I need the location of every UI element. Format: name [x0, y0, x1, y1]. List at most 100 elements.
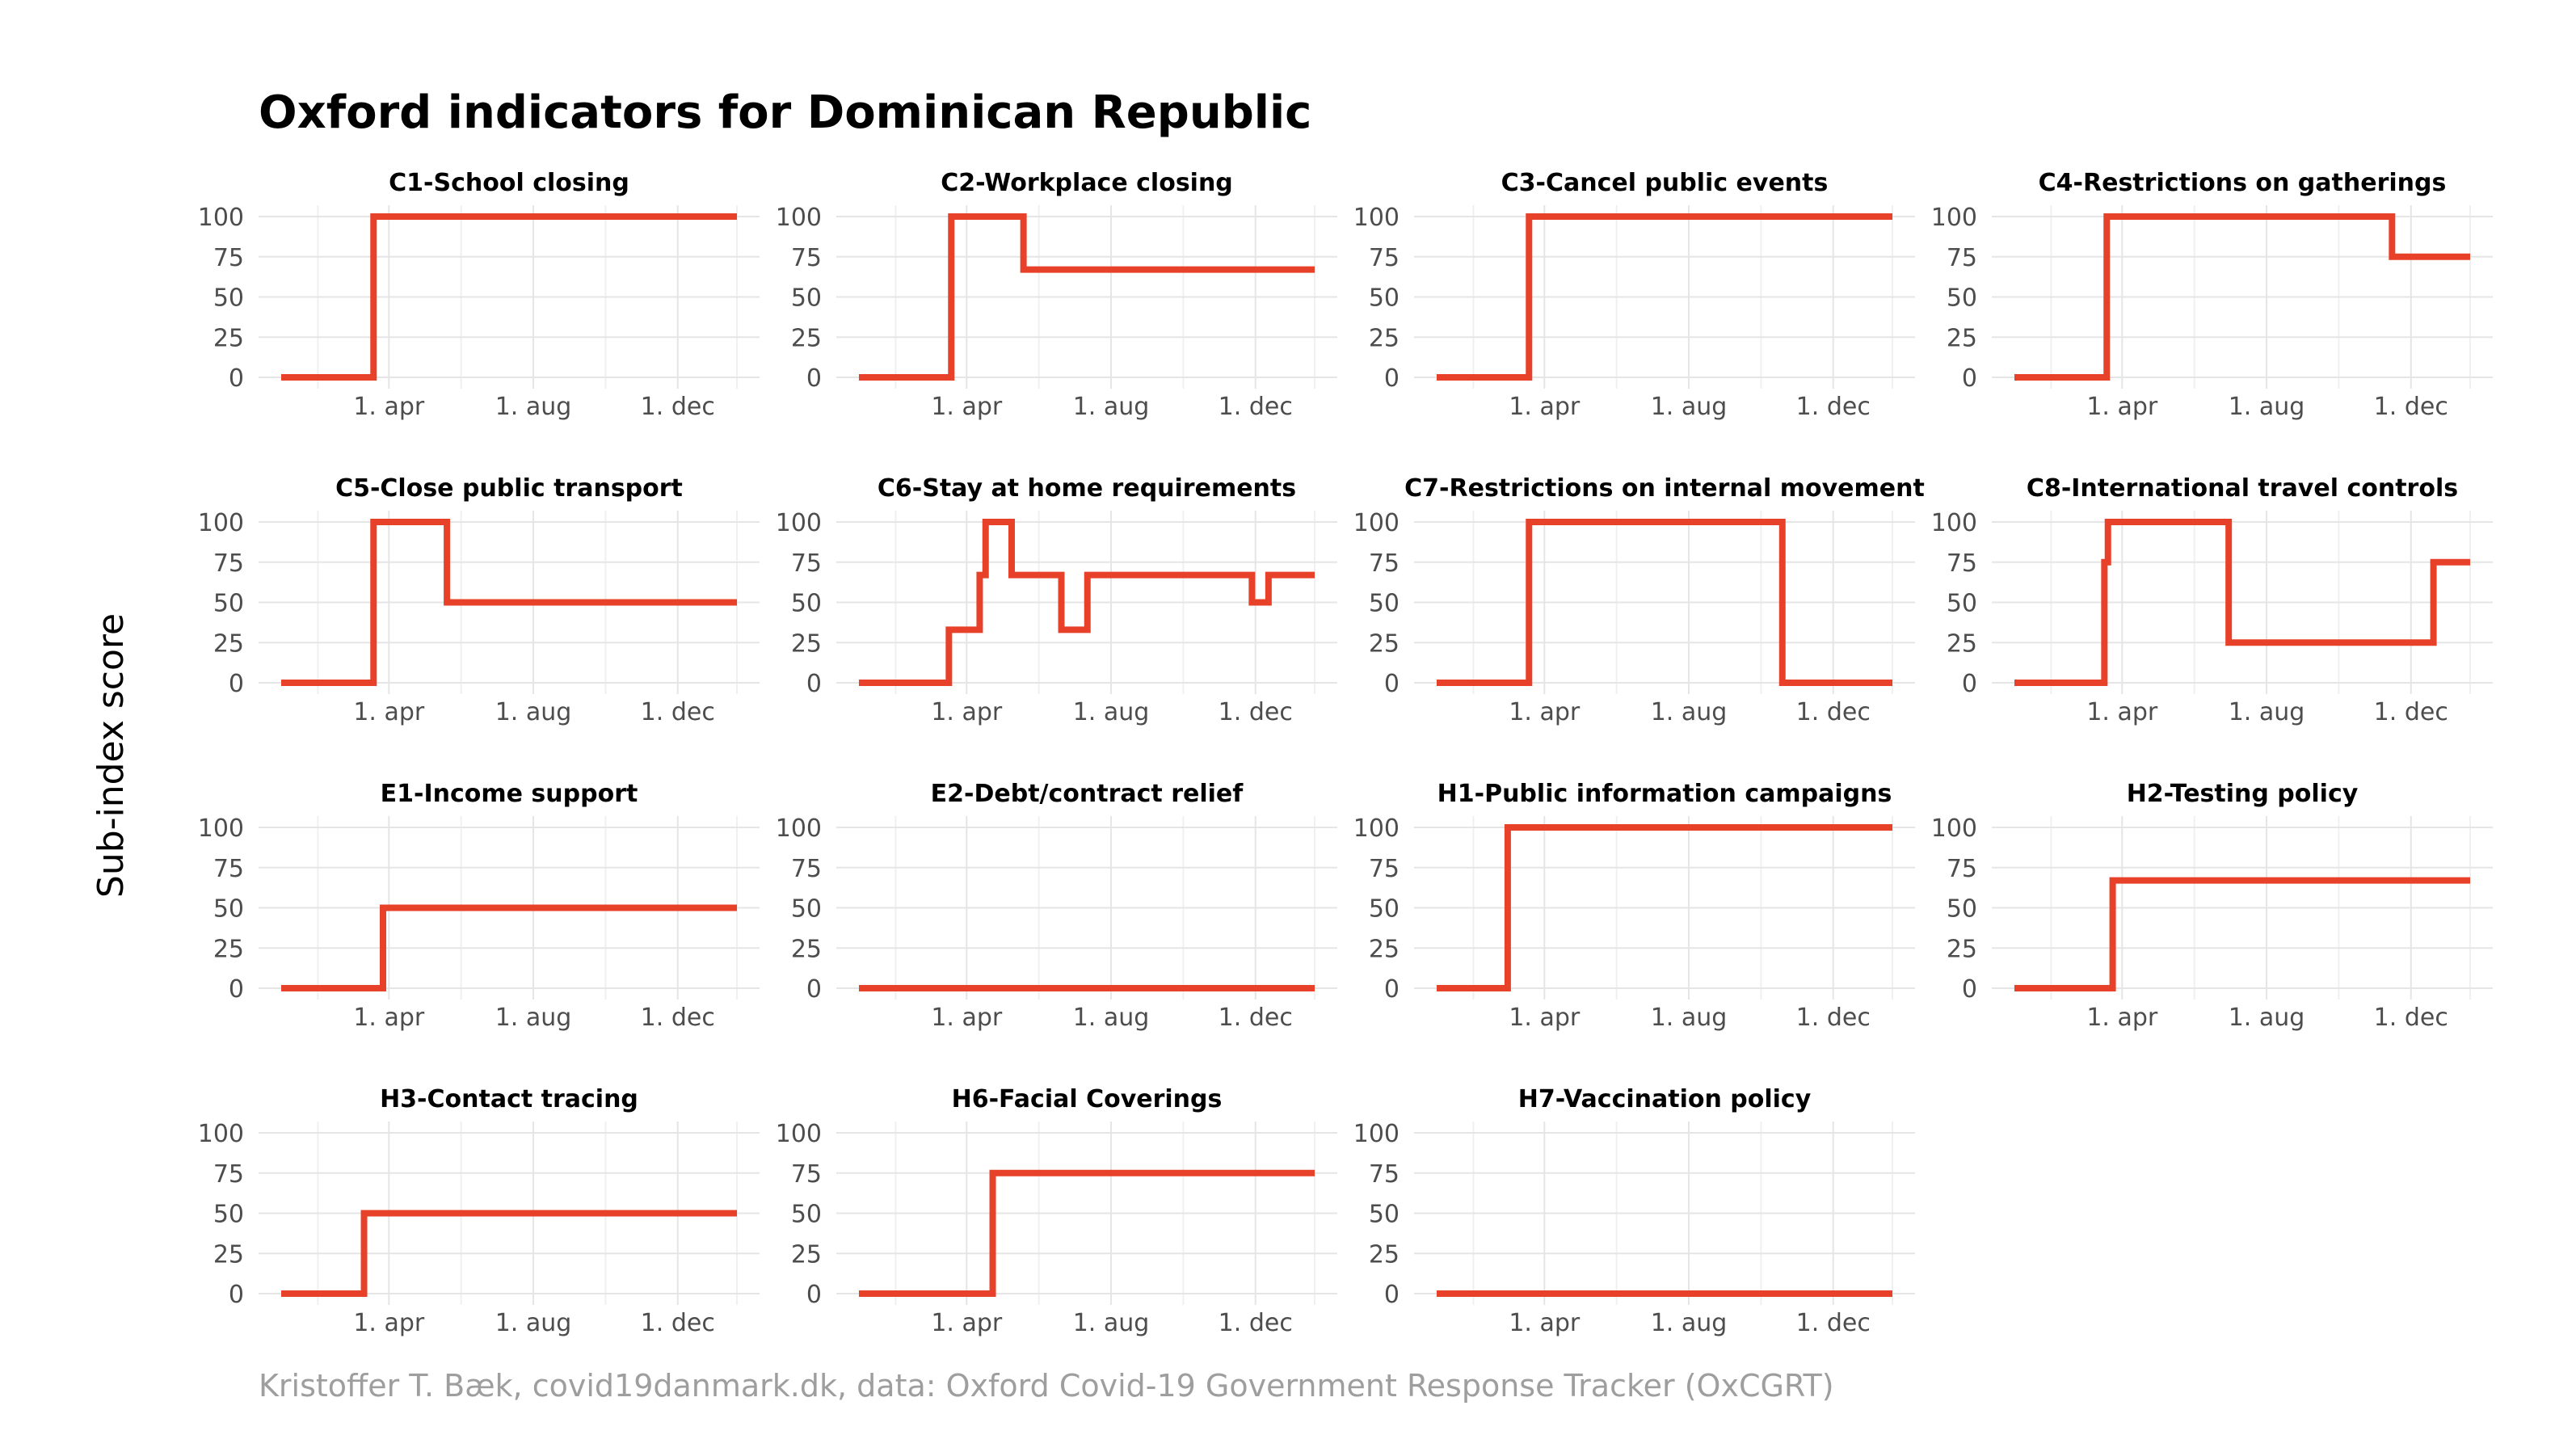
y-tick-label: 0 [229, 364, 244, 393]
y-tick-label: 0 [1384, 670, 1400, 698]
x-tick-label: 1. apr [2086, 393, 2158, 421]
x-tick-label: 1. apr [931, 1004, 1003, 1032]
x-tick-label: 1. dec [1219, 1309, 1293, 1337]
x-tick-label: 1. aug [495, 1309, 572, 1337]
y-tick-label: 100 [1353, 814, 1400, 843]
y-tick-label: 25 [791, 935, 822, 963]
x-tick-label: 1. aug [1651, 698, 1728, 726]
panel-title: E2-Debt/contract relief [931, 780, 1244, 808]
x-tick-label: 1. apr [1509, 1004, 1581, 1032]
x-tick-label: 1. apr [353, 698, 425, 726]
x-tick-label: 1. dec [641, 698, 715, 726]
x-tick-label: 1. dec [2374, 1004, 2448, 1032]
y-tick-label: 100 [1931, 509, 1977, 537]
x-tick-label: 1. apr [1509, 393, 1581, 421]
y-tick-label: 25 [213, 629, 244, 658]
series-line [281, 519, 737, 686]
series-line [859, 1169, 1315, 1297]
panel-title: C2-Workplace closing [941, 169, 1233, 197]
series-line [2014, 519, 2470, 686]
y-tick-label: 75 [1369, 244, 1400, 272]
y-tick-label: 100 [1353, 204, 1400, 232]
x-tick-label: 1. apr [353, 1004, 425, 1032]
y-tick-label: 25 [213, 324, 244, 352]
x-tick-label: 1. aug [1073, 393, 1150, 421]
y-tick-label: 25 [791, 1240, 822, 1269]
series-line [859, 213, 1315, 381]
y-tick-label: 50 [791, 284, 822, 313]
x-tick-label: 1. dec [1219, 393, 1293, 421]
x-tick-label: 1. dec [1796, 698, 1871, 726]
x-tick-label: 1. dec [641, 1309, 715, 1337]
y-tick-label: 25 [1369, 629, 1400, 658]
y-tick-label: 0 [806, 670, 822, 698]
x-tick-label: 1. apr [931, 393, 1003, 421]
y-tick-label: 75 [1369, 549, 1400, 578]
panels-grid: 0 25 50 75 100 1. apr 1. aug 1. dec C1-School cl… [198, 169, 2493, 1337]
y-tick-label: 100 [198, 509, 244, 537]
y-tick-label: 25 [1947, 629, 1977, 658]
y-tick-label: 0 [1384, 1281, 1400, 1309]
y-tick-label: 75 [791, 549, 822, 578]
panel-h6: 0 25 50 75 100 1. apr 1. aug 1. dec H6-Facial Co… [776, 1085, 1337, 1337]
panel-title: C7-Restrictions on internal movement [1404, 474, 1925, 503]
x-tick-label: 1. apr [353, 393, 425, 421]
panel-title: C3-Cancel public events [1501, 169, 1829, 197]
y-tick-label: 25 [1947, 935, 1977, 963]
panel-c6: 0 25 50 75 100 1. apr 1. aug 1. dec C6-Stay at h… [776, 474, 1337, 726]
x-tick-label: 1. aug [1073, 1309, 1150, 1337]
y-tick-label: 100 [776, 204, 822, 232]
y-tick-label: 75 [1947, 244, 1977, 272]
panel-h1: 0 25 50 75 100 1. apr 1. aug 1. dec H1-Public in… [1353, 780, 1915, 1032]
x-tick-label: 1. aug [1651, 1309, 1728, 1337]
x-tick-label: 1. aug [1073, 698, 1150, 726]
y-tick-label: 0 [1384, 975, 1400, 1004]
x-tick-label: 1. aug [2229, 393, 2305, 421]
x-tick-label: 1. dec [1796, 393, 1871, 421]
x-tick-label: 1. dec [1796, 1004, 1871, 1032]
series-line [859, 519, 1315, 686]
x-tick-label: 1. dec [641, 393, 715, 421]
panel-e1: 0 25 50 75 100 1. apr 1. aug 1. dec E1-Income su… [198, 780, 760, 1032]
series-line [1437, 824, 1892, 991]
series-line [281, 904, 737, 991]
y-tick-label: 0 [806, 1281, 822, 1309]
x-tick-label: 1. dec [641, 1004, 715, 1032]
series-line [2014, 213, 2470, 381]
chart-title: Oxford indicators for Dominican Republic [259, 86, 1311, 139]
x-tick-label: 1. aug [1651, 1004, 1728, 1032]
y-tick-label: 0 [806, 975, 822, 1004]
y-tick-label: 75 [213, 244, 244, 272]
y-tick-label: 25 [791, 324, 822, 352]
y-tick-label: 75 [1947, 549, 1977, 578]
panel-c2: 0 25 50 75 100 1. apr 1. aug 1. dec C2-Workplace… [776, 169, 1337, 421]
y-tick-label: 0 [1962, 670, 1977, 698]
y-tick-label: 25 [1369, 324, 1400, 352]
y-tick-label: 75 [213, 855, 244, 883]
panel-title: C5-Close public transport [335, 474, 683, 503]
y-tick-label: 0 [229, 975, 244, 1004]
y-tick-label: 0 [1384, 364, 1400, 393]
x-tick-label: 1. aug [2229, 698, 2305, 726]
y-tick-label: 50 [791, 1201, 822, 1229]
y-tick-label: 100 [1931, 814, 1977, 843]
y-tick-label: 0 [229, 1281, 244, 1309]
y-tick-label: 50 [1369, 284, 1400, 313]
x-tick-label: 1. dec [1219, 1004, 1293, 1032]
x-tick-label: 1. apr [1509, 698, 1581, 726]
series-line [281, 213, 737, 381]
y-tick-label: 50 [1947, 895, 1977, 924]
y-tick-label: 75 [1369, 1160, 1400, 1189]
panel-c1: 0 25 50 75 100 1. apr 1. aug 1. dec C1-School cl… [198, 169, 760, 421]
y-tick-label: 75 [213, 549, 244, 578]
y-tick-label: 75 [1369, 855, 1400, 883]
series-line [281, 1210, 737, 1297]
panel-title: H6-Facial Coverings [952, 1085, 1223, 1113]
panel-title: E1-Income support [381, 780, 638, 808]
series-line [1437, 213, 1892, 381]
y-tick-label: 50 [1369, 1201, 1400, 1229]
y-tick-label: 100 [776, 1120, 822, 1148]
x-tick-label: 1. apr [931, 698, 1003, 726]
y-tick-label: 25 [1369, 935, 1400, 963]
panel-title: H7-Vaccination policy [1518, 1085, 1812, 1113]
